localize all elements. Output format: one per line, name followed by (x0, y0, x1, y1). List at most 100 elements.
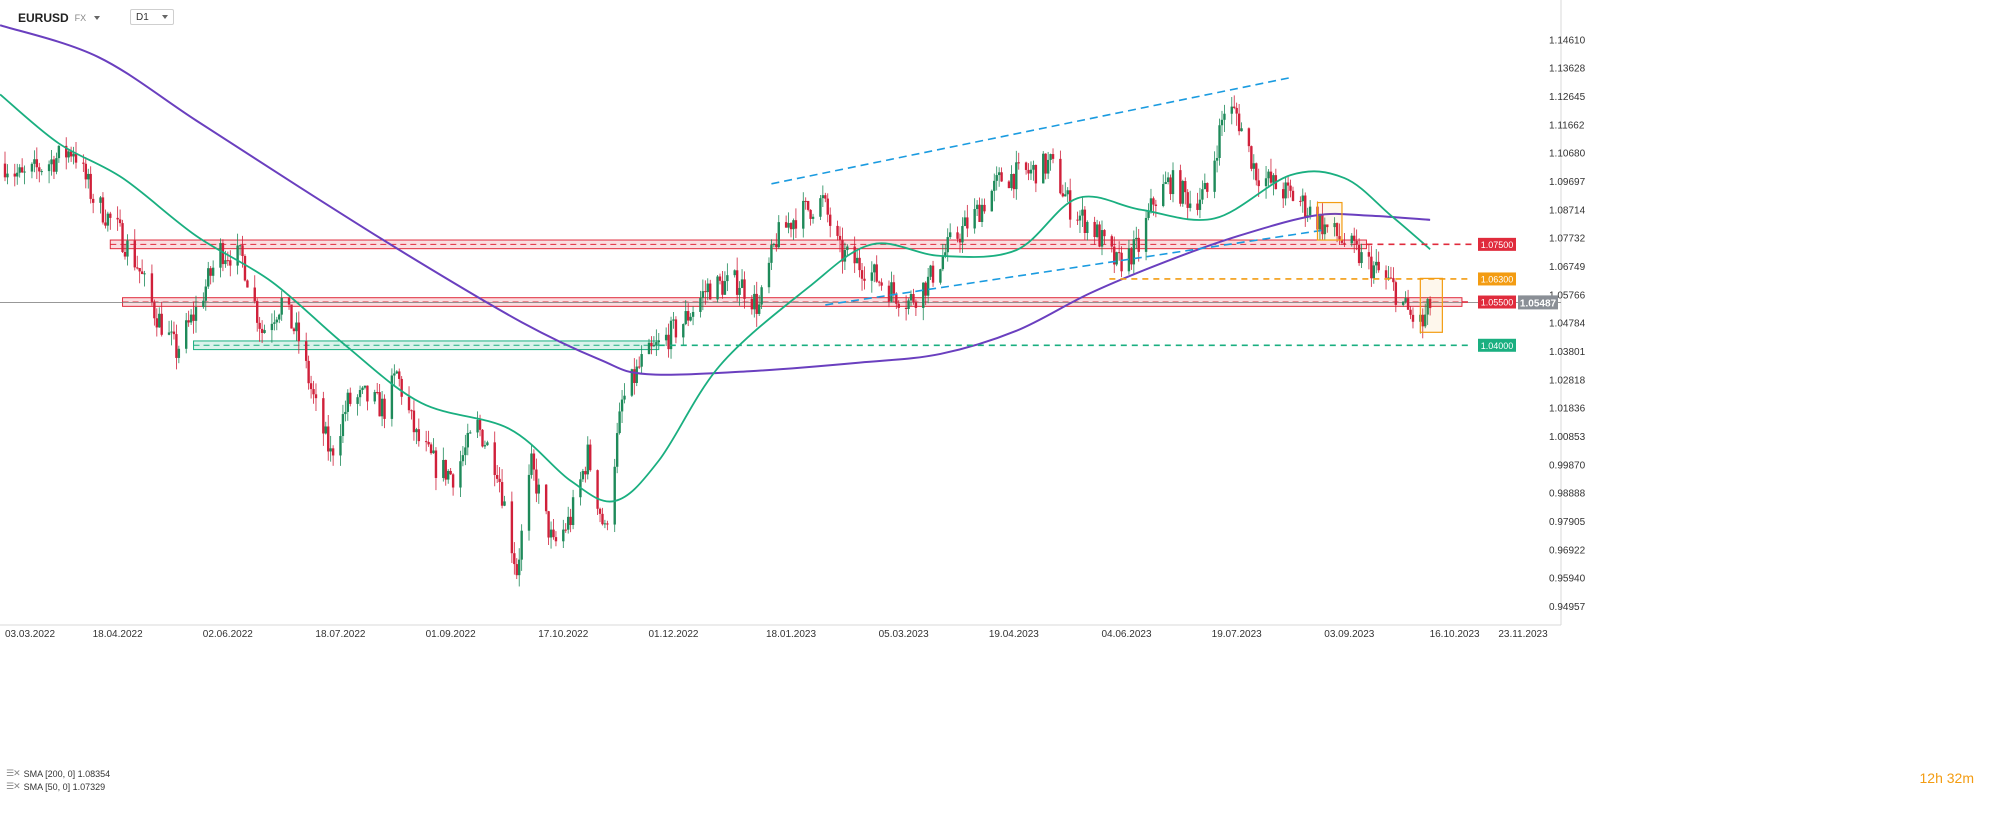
candle-body (464, 447, 467, 456)
candle-body (150, 273, 154, 303)
x-tick-label: 01.12.2022 (648, 629, 698, 640)
candle-body (1421, 314, 1424, 327)
candle-body (554, 537, 558, 542)
candle-body (339, 436, 342, 456)
legend-sma50[interactable]: ☰✕ SMA [50, 0] 1.07329 (6, 781, 105, 792)
candle-body (84, 163, 88, 180)
candle-body (153, 302, 156, 319)
candle-body (434, 450, 438, 478)
candle-body (596, 470, 599, 509)
candle-body (997, 172, 1001, 176)
candle-body (1061, 193, 1065, 197)
candle-body (104, 222, 107, 226)
candle-body (806, 200, 810, 210)
candle-body (682, 324, 685, 338)
candle-body (476, 419, 479, 433)
current-price-box (1518, 295, 1558, 310)
candle-body (738, 287, 741, 295)
candle-body (1223, 113, 1226, 120)
candle-body (1424, 314, 1427, 327)
candle-body (175, 334, 178, 358)
candle-body (478, 419, 482, 430)
candle-body (1046, 159, 1050, 174)
candle-body (486, 442, 489, 446)
candle-body (821, 195, 825, 199)
candle-body (1269, 171, 1273, 183)
candle-body (1044, 153, 1047, 174)
y-tick-label: 0.99870 (1549, 460, 1586, 471)
y-tick-label: 1.12645 (1549, 92, 1586, 103)
candle-body (503, 501, 506, 506)
x-tick-label: 04.06.2023 (1101, 629, 1151, 640)
candle-body (726, 275, 729, 282)
candle-body (1113, 246, 1116, 265)
candle-body (672, 319, 675, 321)
candle-body (390, 375, 394, 419)
candle-body (1264, 178, 1268, 187)
candle-body (944, 252, 947, 257)
candle-body (1326, 224, 1329, 228)
candle-body (33, 159, 36, 164)
candle-body (1120, 252, 1123, 272)
candle-body (1086, 221, 1089, 234)
candle-body (1411, 314, 1415, 322)
candle-body (733, 270, 736, 276)
candle-body (20, 167, 24, 173)
candle-body (1323, 224, 1327, 235)
x-tick-label: 16.10.2023 (1430, 629, 1480, 640)
candle-body (246, 280, 249, 288)
y-tick-label: 1.14610 (1549, 35, 1586, 46)
candle-body (297, 322, 301, 342)
candle-body (143, 273, 146, 275)
candle-body (537, 484, 541, 494)
settings-close-icon[interactable]: ☰✕ (6, 781, 21, 791)
trendline (771, 76, 1294, 185)
candle-body (623, 395, 626, 400)
y-tick-label: 1.07732 (1549, 234, 1586, 245)
candle-body (91, 198, 95, 203)
candle-body (1384, 270, 1388, 278)
candle-body (863, 278, 866, 281)
candle-body (383, 398, 386, 419)
legend-sma200[interactable]: ☰✕ SMA [200, 0] 1.08354 (6, 768, 110, 779)
candle-body (1034, 164, 1038, 184)
candle-body (1042, 153, 1045, 184)
candle-countdown: 12h 32m (1919, 770, 1974, 786)
candle-body (860, 270, 864, 279)
symbol-dropdown-icon[interactable] (94, 16, 101, 20)
candle-body (167, 332, 171, 335)
candle-body (395, 371, 398, 374)
level-label: 1.04000 (1481, 341, 1514, 351)
candle-body (65, 145, 68, 158)
candle-body (735, 270, 739, 295)
candle-body (1147, 210, 1150, 218)
y-tick-label: 1.05766 (1549, 290, 1586, 301)
candle-body (106, 213, 110, 226)
candle-body (67, 151, 70, 158)
candle-body (858, 257, 861, 271)
y-tick-label: 0.97905 (1549, 517, 1586, 528)
settings-close-icon[interactable]: ☰✕ (6, 768, 21, 778)
candle-body (375, 392, 379, 394)
candle-body (966, 217, 969, 229)
symbol-name[interactable]: EURUSD (18, 11, 69, 25)
candle-body (1098, 224, 1101, 247)
candle-body (716, 276, 719, 300)
candle-body (510, 501, 514, 554)
candle-body (30, 163, 34, 172)
candle-body (363, 385, 367, 388)
candle-body (1181, 181, 1185, 204)
candle-body (978, 204, 981, 223)
candle-body (361, 387, 364, 391)
candle-body (657, 340, 660, 343)
candle-body (770, 245, 773, 263)
candle-body (941, 256, 945, 270)
candle-body (1377, 261, 1380, 271)
level-label-box (1478, 295, 1516, 309)
candle-body (398, 371, 401, 379)
candle-body (307, 360, 310, 384)
candle-body (1078, 215, 1082, 221)
candle-body (1059, 158, 1062, 194)
timeframe-select[interactable]: D1 (130, 9, 174, 25)
